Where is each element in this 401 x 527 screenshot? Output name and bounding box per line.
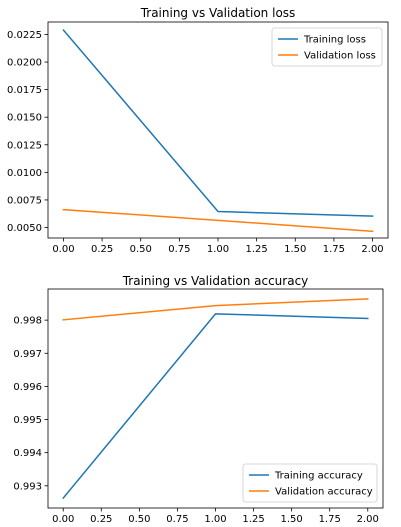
y-tick-label: 0.0225 (7, 30, 42, 41)
series-line (62, 28, 374, 217)
chart-title: Training vs Validation loss (140, 6, 296, 20)
x-tick-label: 1.50 (284, 244, 306, 255)
x-tick-label: 0.50 (128, 514, 150, 525)
x-tick-label: 2.00 (361, 244, 383, 255)
legend-entry: Training accuracy (274, 471, 363, 482)
legend-entry: Training loss (303, 35, 366, 46)
x-tick-label: 1.00 (204, 514, 226, 525)
x-tick-label: 0.75 (168, 244, 190, 255)
y-tick-label: 0.0175 (7, 85, 42, 96)
x-tick-label: 2.00 (357, 514, 379, 525)
y-tick-label: 0.0150 (7, 113, 42, 124)
x-tick-label: 1.75 (319, 514, 341, 525)
x-tick-label: 0.25 (90, 514, 112, 525)
y-tick-label: 0.0125 (7, 140, 42, 151)
x-tick-label: 0.25 (91, 244, 113, 255)
y-tick-label: 0.0200 (7, 58, 42, 69)
x-tick-label: 1.75 (323, 244, 345, 255)
x-tick-label: 0.75 (166, 514, 188, 525)
x-tick-label: 0.50 (130, 244, 152, 255)
legend-entry: Validation accuracy (275, 487, 373, 498)
legend: Training accuracy Validation accuracy (242, 463, 378, 503)
y-tick-label: 0.996 (13, 382, 42, 393)
x-tick-label: 1.25 (242, 514, 264, 525)
legend-box (271, 27, 383, 67)
accuracy-chart: Training vs Validation accuracy 0.00 0.25 0… (13, 274, 384, 525)
y-tick-label: 0.0075 (7, 195, 42, 206)
y-tick-label: 0.993 (13, 481, 42, 492)
y-tick-label: 0.0050 (7, 223, 42, 234)
x-tick-label: 1.50 (281, 514, 303, 525)
legend-box (242, 463, 378, 503)
series-line (62, 313, 369, 500)
x-tick-label: 1.25 (246, 244, 268, 255)
x-tick-label: 0.00 (52, 514, 74, 525)
loss-chart: Training vs Validation loss 0.00 0.25 0.50 0… (7, 6, 389, 255)
chart-title: Training vs Validation accuracy (122, 274, 309, 288)
y-tick-label: 0.0100 (7, 168, 42, 179)
y-tick-label: 0.997 (13, 349, 42, 360)
y-tick-label: 0.998 (13, 316, 42, 327)
y-tick-label: 0.994 (13, 448, 42, 459)
x-tick-label: 1.00 (207, 244, 229, 255)
x-tick-label: 0.00 (52, 244, 74, 255)
series-line (62, 208, 374, 233)
y-tick-label: 0.995 (13, 415, 42, 426)
series-line (62, 298, 369, 321)
legend: Training loss Validation loss (271, 27, 383, 67)
legend-entry: Validation loss (304, 51, 376, 62)
